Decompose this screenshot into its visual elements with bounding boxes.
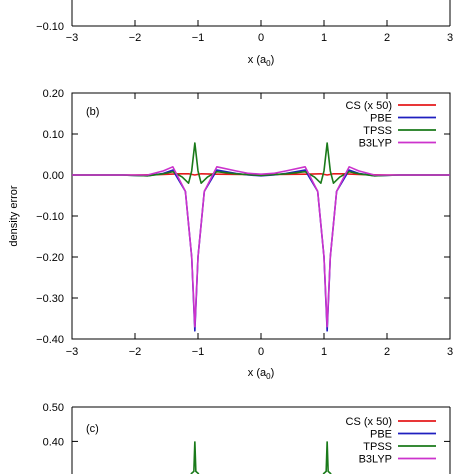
- panel-b-frame: [71, 92, 451, 340]
- top-panel-xtick-label: 1: [321, 32, 327, 44]
- panel-c-ytick-label: 0.50: [43, 402, 64, 414]
- top-panel-ytick-label: −0.10: [36, 21, 64, 33]
- panel-b-xtick-label: −2: [129, 346, 142, 358]
- panel-b-ytick-label: −0.40: [36, 334, 64, 346]
- legend-label: PBE: [370, 429, 392, 441]
- series-line-tpss: [72, 142, 450, 184]
- panel-b-x-axis-label-subscript: 0: [266, 372, 271, 381]
- series-line-tpss-peak: [190, 441, 200, 474]
- top-panel-xtick-label: −1: [192, 32, 205, 44]
- legend-label: CS (x 50): [346, 416, 392, 428]
- legend-label: B3LYP: [359, 138, 392, 150]
- panel-c-ytick-label: 0.40: [43, 436, 64, 448]
- panel-b-ytick-label: −0.20: [36, 252, 64, 264]
- legend-label: PBE: [370, 113, 392, 125]
- top-x-axis-label-main: x (a: [248, 54, 267, 66]
- legend-label: TPSS: [363, 441, 392, 453]
- panel-b-xtick-label: −1: [192, 346, 205, 358]
- panel-b-xtick-label: 0: [258, 346, 264, 358]
- top-panel-xtick-label: 2: [384, 32, 390, 44]
- top-x-axis-label-subscript: 0: [266, 59, 271, 68]
- panel-b-ytick-label: 0.00: [43, 170, 64, 182]
- panel-b-xtick-label: 1: [321, 346, 327, 358]
- top-panel-xtick-label: −3: [66, 32, 79, 44]
- top-x-axis-label-close: ): [271, 54, 275, 66]
- legend-label: CS (x 50): [346, 100, 392, 112]
- panel-b-y-axis-label: density error: [8, 185, 20, 246]
- series-line-tpss-peak: [322, 441, 332, 474]
- legend-label: B3LYP: [359, 454, 392, 466]
- panel-c-label: (c): [86, 423, 99, 435]
- series-line-pbe: [72, 169, 450, 332]
- panel-b-ytick-label: −0.30: [36, 293, 64, 305]
- panel-b-label: (b): [86, 106, 99, 118]
- panel-b-x-axis-label-close: ): [271, 367, 275, 379]
- panel-b-xtick-label: 3: [447, 346, 453, 358]
- panel-b-x-axis-label: x (a0): [248, 367, 274, 381]
- top-panel: −0.10 −3 −2 −1 0 1 2 3 x (a0): [36, 0, 453, 68]
- series-line-b3lyp: [72, 166, 450, 328]
- panel-b-ytick-label: 0.10: [43, 129, 64, 141]
- top-panel-xtick-label: −2: [129, 32, 142, 44]
- panel-b-xtick-label: 2: [384, 346, 390, 358]
- panel-b-ytick-label: −0.10: [36, 211, 64, 223]
- legend-label: TPSS: [363, 125, 392, 137]
- panel-b-x-axis-label-main: x (a: [248, 367, 267, 379]
- top-panel-xtick-label: 0: [258, 32, 264, 44]
- top-panel-xtick-label: 3: [447, 32, 453, 44]
- top-panel-x-axis-label: x (a0): [248, 54, 274, 68]
- panel-b-xtick-label: −3: [66, 346, 79, 358]
- panel-b: 0.20 0.10 0.00 −0.10 −0.20 −0.30 −0.40 (b) −3 −2…: [8, 88, 453, 381]
- panel-b-ytick-label: 0.20: [43, 88, 64, 100]
